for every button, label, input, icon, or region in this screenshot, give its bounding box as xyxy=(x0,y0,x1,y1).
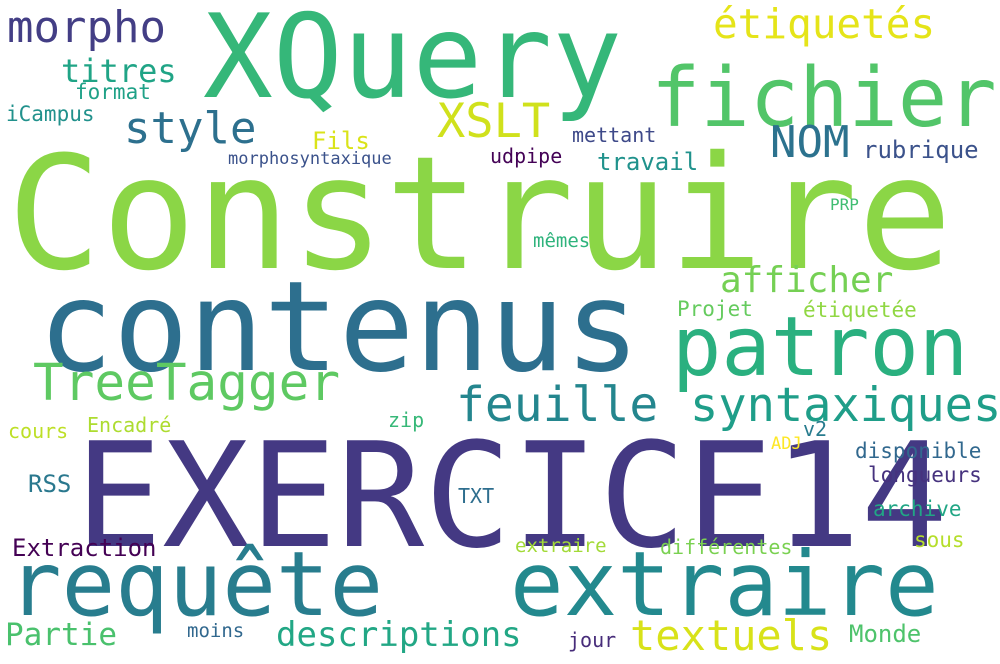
word-rss: RSS xyxy=(28,470,72,498)
word-moins: moins xyxy=(187,620,245,642)
word-memes: mêmes xyxy=(533,230,591,252)
word-partie: Partie xyxy=(5,617,117,653)
word-v2: v2 xyxy=(803,417,828,441)
word-extraire-small: extraire xyxy=(515,535,607,557)
word-etiquetee: étiquetée xyxy=(803,298,917,322)
word-adj: ADJ xyxy=(771,434,802,454)
word-differentes: différentes xyxy=(660,535,793,559)
word-syntaxiques: syntaxiques xyxy=(690,378,1000,433)
word-monde: Monde xyxy=(849,620,922,648)
word-xslt: XSLT xyxy=(437,94,551,149)
word-encadre: Encadré xyxy=(87,413,172,437)
word-construire: Construire xyxy=(7,123,953,306)
word-travail: travail xyxy=(597,148,699,176)
word-treetagger: TreeTagger xyxy=(33,354,341,413)
word-extraction: Extraction xyxy=(12,534,157,562)
word-afficher: afficher xyxy=(720,260,894,301)
word-morphosyntaxique: morphosyntaxique xyxy=(228,149,392,169)
word-exercice14: EXERCICE14 xyxy=(75,412,948,581)
word-disponible: disponible xyxy=(855,439,982,463)
word-patron: patron xyxy=(672,300,969,395)
word-zip: zip xyxy=(388,408,425,432)
word-longueurs: longueurs xyxy=(868,463,982,487)
word-nom: NOM xyxy=(770,117,850,168)
word-projet: Projet xyxy=(677,297,753,321)
word-style: style xyxy=(124,103,257,154)
word-fils: Fils xyxy=(312,127,370,155)
word-morpho: morpho xyxy=(7,2,166,53)
word-xquery: XQuery xyxy=(203,0,623,125)
word-prp: PRP xyxy=(830,195,859,214)
word-udpipe: udpipe xyxy=(490,144,563,168)
word-fichier: fichier xyxy=(651,51,997,146)
word-extraire-large: extraire xyxy=(510,532,939,636)
word-archive: archive xyxy=(873,497,962,521)
word-etiquetes: étiquetés xyxy=(713,0,936,48)
word-descriptions: descriptions xyxy=(276,615,522,655)
word-contenus: contenus xyxy=(38,255,641,400)
word-sous: sous xyxy=(914,528,965,552)
word-rubrique: rubrique xyxy=(863,136,979,164)
word-mettant: mettant xyxy=(572,123,657,147)
word-titres: titres xyxy=(61,52,177,90)
word-icampus: iCampus xyxy=(6,102,95,126)
word-feuille: feuille xyxy=(456,377,659,433)
word-format: format xyxy=(75,80,151,104)
word-textuels: textuels xyxy=(630,611,833,660)
word-requete: requête xyxy=(8,532,384,636)
word-jour: jour xyxy=(568,628,617,652)
word-cours: cours xyxy=(8,419,69,443)
word-txt: TXT xyxy=(458,484,495,508)
